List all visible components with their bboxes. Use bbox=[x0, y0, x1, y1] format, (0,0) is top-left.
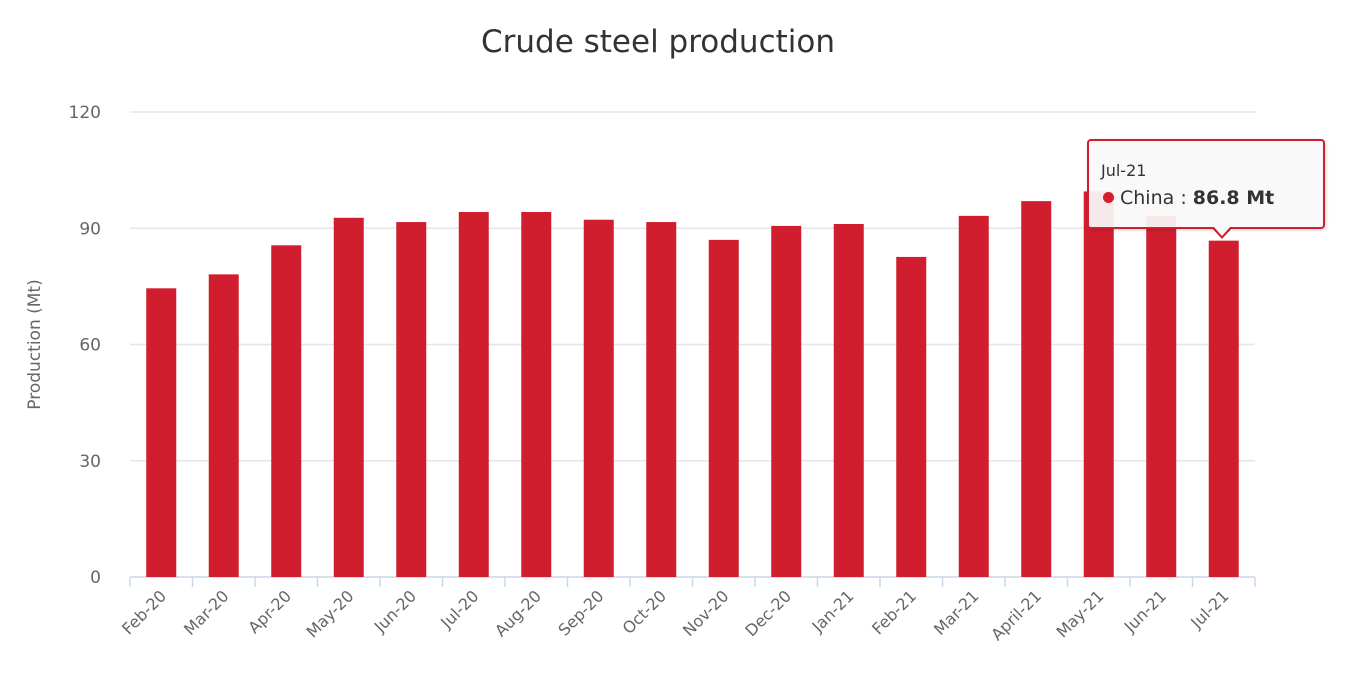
bar-Jul-21 bbox=[1208, 240, 1239, 577]
bar-Apr-20 bbox=[271, 245, 302, 578]
bar-Mar-20 bbox=[208, 274, 239, 577]
x-tick-label: Mar-21 bbox=[930, 586, 983, 639]
y-tick-label: 0 bbox=[90, 568, 101, 588]
x-tick-label: Nov-20 bbox=[679, 586, 733, 640]
bar-Feb-21 bbox=[896, 256, 927, 577]
x-tick-label: Mar-20 bbox=[180, 586, 233, 639]
bar-Aug-20 bbox=[521, 211, 552, 577]
bar-May-21 bbox=[1083, 191, 1114, 577]
y-axis-label: Production (Mt) bbox=[25, 279, 45, 409]
x-tick-label: May-20 bbox=[302, 586, 357, 641]
bar-Jun-20 bbox=[396, 222, 427, 578]
x-tick-label: April-21 bbox=[987, 586, 1045, 644]
y-tick-label: 120 bbox=[69, 103, 101, 123]
bar-April-21 bbox=[1021, 201, 1052, 577]
tooltip-arrow-inner bbox=[1213, 226, 1231, 236]
x-tick-label: Jun-20 bbox=[370, 586, 420, 636]
x-tick-label: Feb-21 bbox=[868, 586, 920, 638]
bar-Jan-21 bbox=[833, 223, 864, 578]
bar-Mar-21 bbox=[958, 215, 989, 577]
tooltip-series: China bbox=[1120, 187, 1175, 209]
bar-Jul-20 bbox=[458, 211, 489, 577]
x-tick-label: Jan-21 bbox=[808, 586, 858, 636]
bar-Oct-20 bbox=[646, 222, 677, 578]
tooltip-separator: : bbox=[1174, 187, 1193, 209]
x-tick-label: Jul-21 bbox=[1186, 586, 1232, 632]
x-tick-label: Feb-20 bbox=[118, 586, 170, 638]
bar-May-20 bbox=[333, 217, 364, 577]
tooltip: Jul-21 China : 86.8 Mt bbox=[1087, 139, 1325, 229]
x-tick-label: Apr-20 bbox=[244, 586, 295, 637]
x-tick-label: Dec-20 bbox=[741, 586, 795, 640]
x-tick-label: Jun-21 bbox=[1120, 586, 1170, 636]
bar-Sep-20 bbox=[583, 219, 614, 577]
tooltip-row: China : 86.8 Mt bbox=[1103, 187, 1274, 209]
bar-Jun-21 bbox=[1146, 215, 1177, 577]
x-tick-label: Aug-20 bbox=[491, 586, 545, 640]
bar-Feb-20 bbox=[146, 288, 177, 577]
bar-Dec-20 bbox=[771, 225, 802, 578]
series-dot-icon bbox=[1103, 192, 1114, 203]
x-tick-label: Oct-20 bbox=[619, 586, 670, 637]
x-tick-label: Jul-20 bbox=[436, 586, 482, 632]
x-tick-label: Sep-20 bbox=[554, 586, 607, 639]
tooltip-value: 86.8 Mt bbox=[1192, 187, 1275, 209]
y-tick-label: 60 bbox=[79, 336, 101, 356]
chart-title: Crude steel production bbox=[480, 24, 836, 60]
x-tick-label: May-21 bbox=[1052, 586, 1107, 641]
y-tick-label: 30 bbox=[79, 452, 101, 472]
y-tick-label: 90 bbox=[79, 219, 101, 239]
bar-Nov-20 bbox=[708, 239, 739, 577]
tooltip-category: Jul-21 bbox=[1101, 161, 1147, 180]
